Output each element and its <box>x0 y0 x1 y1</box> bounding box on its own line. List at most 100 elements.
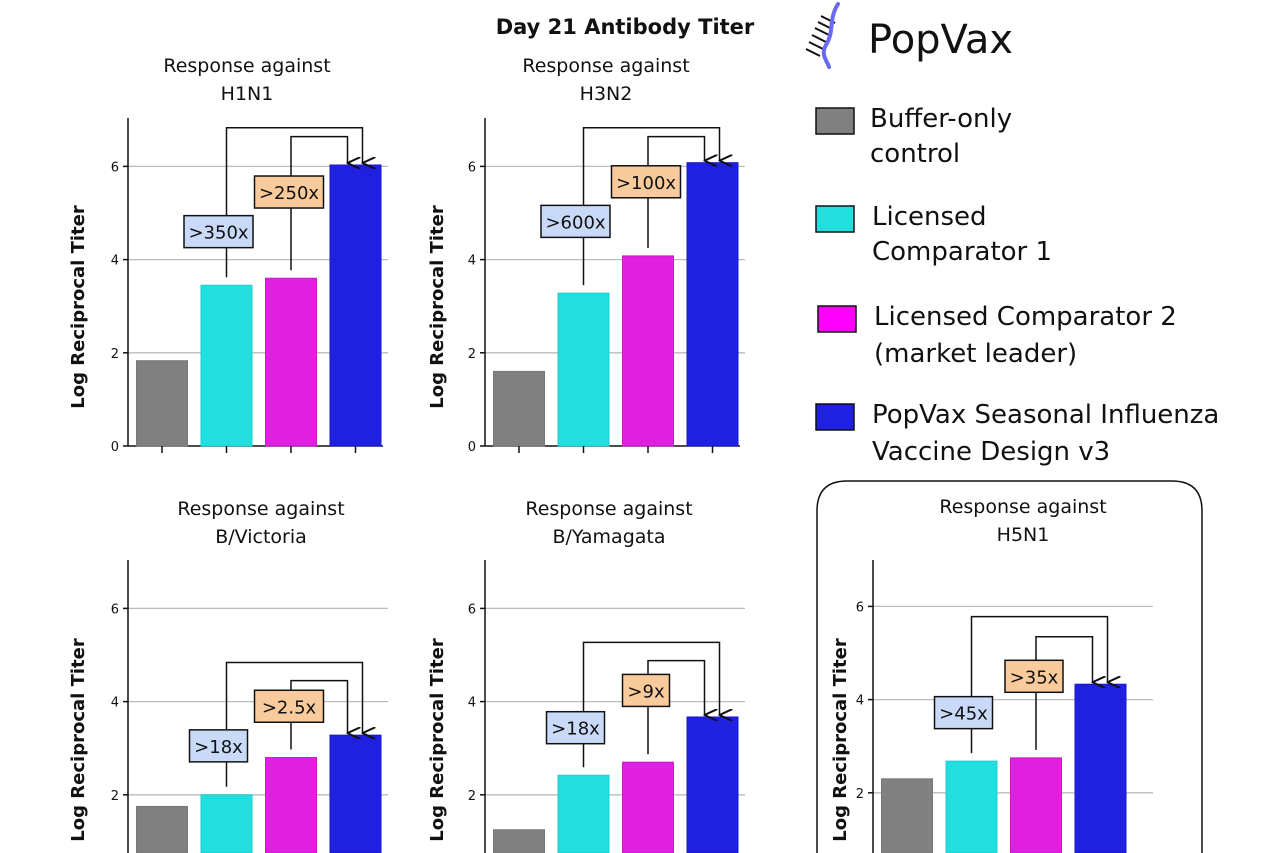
y-tick-label: 2 <box>856 787 864 802</box>
y-tick-label: 2 <box>468 789 476 804</box>
panel-title: Response against <box>522 55 689 77</box>
chart-panel-h1n1: Response against H1N1 0 2 4 6 Log Reciprocal T… <box>68 55 388 455</box>
y-tick-label: 4 <box>468 254 476 269</box>
y-tick-label: 4 <box>111 696 119 711</box>
fold-change-label: >45x <box>939 704 988 725</box>
y-tick-label: 4 <box>856 694 864 709</box>
fold-change-label: >18x <box>551 719 600 740</box>
comparison-bracket <box>970 615 1108 754</box>
panel-title: Response against <box>939 496 1106 518</box>
fold-change-label: >2.5x <box>262 697 317 718</box>
legend-item-buffer: Buffer-only control <box>815 104 1012 169</box>
legend: Buffer-only control Licensed Comparator … <box>815 104 1219 467</box>
chart-panel-b-yamagata: Response against B/Yamagata 2 4 6 Log Recipro… <box>427 498 745 853</box>
legend-swatch <box>815 205 855 233</box>
panel-title: H5N1 <box>997 524 1050 546</box>
legend-label: Comparator 1 <box>872 237 1052 267</box>
panel-title: Response against <box>525 498 692 520</box>
y-axis-label: Log Reciprocal Titer <box>830 638 851 842</box>
y-tick-label: 6 <box>468 160 476 175</box>
y-axis-label: Log Reciprocal Titer <box>427 205 448 409</box>
bar-comparator-1 <box>557 292 610 447</box>
chart-panel-h5n1: Response against H5N1 2 4 6 Log Reciprocal Ti… <box>830 496 1153 853</box>
legend-swatch <box>815 107 855 135</box>
bar-comparator-1 <box>200 284 253 447</box>
main-title: Day 21 Antibody Titer <box>496 15 755 39</box>
fold-change-label-box <box>253 689 325 724</box>
y-tick-label: 0 <box>111 440 119 455</box>
comparison-bracket <box>582 641 720 768</box>
y-tick-label: 6 <box>468 602 476 617</box>
legend-label: PopVax Seasonal Influenza <box>872 400 1219 430</box>
fold-change-label-box <box>1004 659 1064 694</box>
legend-label: Buffer-only <box>870 104 1012 134</box>
y-tick-label: 4 <box>468 696 476 711</box>
fold-change-label-box <box>933 695 994 730</box>
legend-label: Licensed <box>872 202 987 232</box>
bar-comparator-2 <box>1010 757 1062 853</box>
legend-label: control <box>870 139 960 169</box>
bar-buffer <box>493 829 545 853</box>
legend-swatch <box>817 305 857 333</box>
bar-comparator-2 <box>265 277 317 447</box>
bar-comparator-1 <box>200 794 253 853</box>
fold-change-label-box <box>540 204 611 239</box>
fold-change-label: >100x <box>616 173 676 194</box>
comparison-bracket <box>225 126 363 278</box>
bar-comparator-1 <box>945 760 998 853</box>
y-tick-label: 2 <box>468 347 476 362</box>
panel-title: B/Yamagata <box>552 526 665 548</box>
h5n1-highlight-box <box>816 480 1203 853</box>
bar-buffer <box>493 370 545 447</box>
y-axis-label: Log Reciprocal Titer <box>427 638 448 842</box>
chart-panel-b-victoria: Response against B/Victoria 2 4 6 Log Recipro… <box>68 498 388 853</box>
bar-comparator-2 <box>622 255 674 447</box>
comparison-bracket <box>1035 635 1093 750</box>
legend-swatch <box>815 403 855 431</box>
fold-change-label-box <box>253 175 325 209</box>
legend-item-comparator-1: Licensed Comparator 1 <box>815 202 1052 267</box>
bar-popvax <box>686 716 739 853</box>
bar-buffer <box>881 778 933 853</box>
fold-change-label-box <box>545 710 606 745</box>
bar-popvax <box>329 164 382 447</box>
dna-icon <box>805 2 840 69</box>
comparison-bracket <box>647 659 705 755</box>
bar-comparator-2 <box>622 761 674 853</box>
fold-change-label-box <box>183 214 254 249</box>
legend-label: (market leader) <box>874 339 1077 369</box>
fold-change-label: >600x <box>545 212 605 233</box>
logo-text: PopVax <box>868 17 1013 63</box>
fold-change-label-box <box>621 673 671 708</box>
y-tick-label: 6 <box>111 160 119 175</box>
chart-panel-h3n2: Response against H3N2 0 2 4 6 Log Reciprocal T… <box>427 55 745 455</box>
legend-label: Vaccine Design v3 <box>872 437 1110 467</box>
y-tick-label: 6 <box>111 602 119 617</box>
panel-title: H1N1 <box>221 83 274 105</box>
y-tick-label: 0 <box>468 440 476 455</box>
y-tick-label: 2 <box>111 789 119 804</box>
bar-popvax <box>329 734 382 853</box>
panels: Response against H1N1 0 2 4 6 Log Reciprocal T… <box>68 55 1153 853</box>
y-axis-label: Log Reciprocal Titer <box>68 205 89 409</box>
y-tick-label: 6 <box>856 600 864 615</box>
fold-change-label: >350x <box>188 223 248 244</box>
bar-buffer <box>136 805 188 853</box>
comparison-bracket <box>225 661 363 787</box>
bar-comparator-1 <box>557 774 610 853</box>
fold-change-label-box <box>610 165 682 199</box>
fold-change-label-box <box>188 729 249 763</box>
logo: PopVax <box>805 2 1013 69</box>
bar-popvax <box>686 162 739 447</box>
fold-change-label: >35x <box>1010 667 1059 688</box>
y-axis-label: Log Reciprocal Titer <box>68 638 89 842</box>
legend-label: Licensed Comparator 2 <box>874 302 1177 332</box>
legend-item-popvax: PopVax Seasonal Influenza Vaccine Design… <box>815 400 1219 467</box>
y-tick-label: 4 <box>111 254 119 269</box>
bar-popvax <box>1074 683 1127 853</box>
fold-change-label: >9x <box>627 681 665 702</box>
panel-title: Response against <box>163 55 330 77</box>
fold-change-label: >18x <box>194 737 243 758</box>
panel-title: H3N2 <box>580 83 633 105</box>
